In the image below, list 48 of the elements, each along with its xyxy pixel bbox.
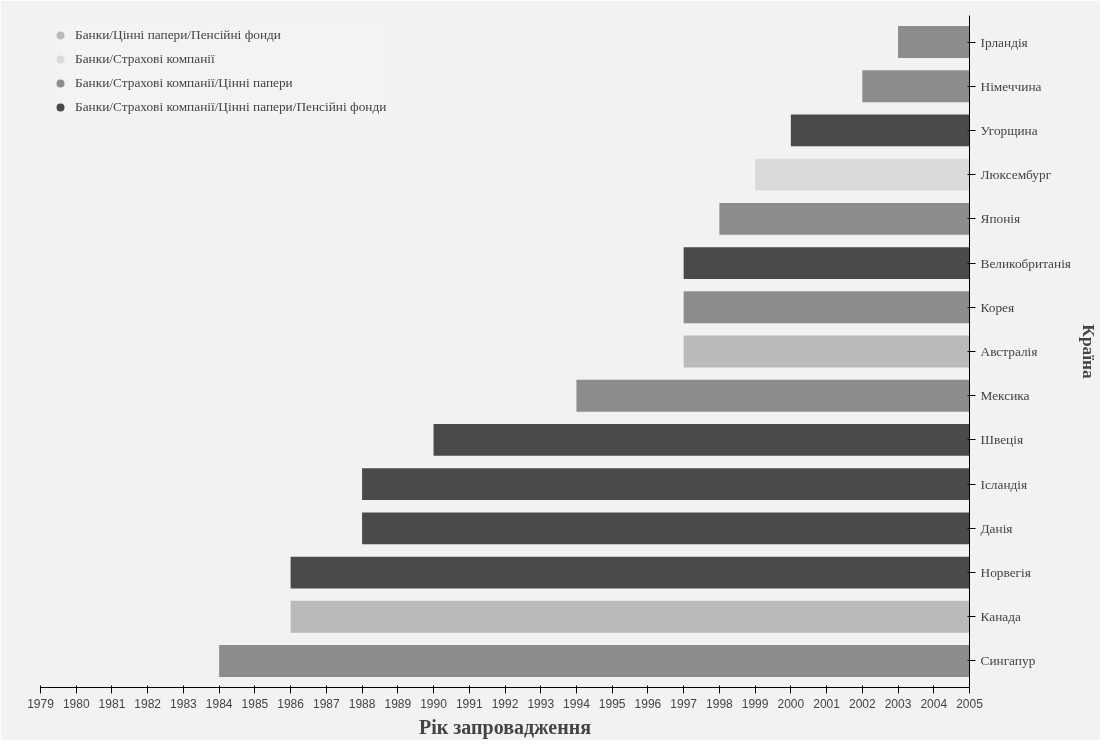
x-tick-label: 2004 — [920, 696, 948, 711]
y-tick-label: Великобританія — [980, 255, 1071, 271]
legend-label: Банки/Цінні папери/Пенсійні фонди — [75, 27, 282, 43]
x-tick-label: 1979 — [27, 696, 55, 711]
x-tick-label: 1984 — [205, 696, 233, 711]
x-tick-label: 1995 — [598, 696, 626, 711]
x-tick-label: 1982 — [134, 696, 162, 711]
y-tick-label: Мексика — [980, 388, 1030, 404]
x-tick-label: 1985 — [241, 696, 269, 711]
y-tick-label: Сингапур — [980, 653, 1036, 669]
y-tick-label: Швеція — [980, 432, 1024, 448]
x-tick-label: 2001 — [813, 696, 841, 711]
x-tick-label: 1999 — [741, 696, 769, 711]
x-tick-label: 1989 — [384, 696, 412, 711]
x-tick-label: 1994 — [563, 696, 591, 711]
legend-label: Банки/Страхові компанії — [75, 51, 215, 67]
y-tick-label: Ірландія — [980, 34, 1028, 50]
y-tick-label: Угорщина — [980, 122, 1038, 138]
x-tick-label: 1990 — [420, 696, 448, 711]
y-tick-label: Канада — [980, 609, 1021, 625]
y-tick-label: Німеччина — [980, 78, 1042, 94]
x-tick-label: 1981 — [98, 696, 126, 711]
x-tick-label: 2003 — [884, 696, 912, 711]
x-tick-label: 2005 — [956, 696, 984, 711]
x-tick-label: 1993 — [527, 696, 555, 711]
y-tick-label: Люксембург — [980, 167, 1052, 183]
y-tick-label: Данія — [980, 520, 1013, 536]
x-tick-label: 1980 — [62, 696, 90, 711]
x-tick-label: 1997 — [670, 696, 698, 711]
x-tick-label: 1991 — [455, 696, 483, 711]
x-tick-label: 1986 — [277, 696, 305, 711]
x-tick-label: 1992 — [491, 696, 519, 711]
x-tick-label: 1998 — [706, 696, 734, 711]
legend-label: Банки/Страхові компанії/Цінні папери — [75, 75, 293, 91]
y-tick-label: Австралія — [980, 344, 1038, 359]
y-axis-title: Країна — [1079, 324, 1098, 379]
x-tick-label: 1996 — [634, 696, 662, 711]
x-tick-label: 1988 — [348, 696, 376, 711]
y-tick-label: Японія — [980, 211, 1021, 227]
x-tick-label: 2000 — [777, 696, 805, 711]
y-tick-label: Норвегія — [980, 565, 1031, 581]
y-tick-label: Корея — [980, 299, 1015, 315]
legend-label: Банки/Страхові компанії/Цінні папери/Пенсійні фонди — [75, 99, 387, 115]
x-tick-label: 1987 — [313, 696, 341, 711]
y-tick-label: Ісландія — [980, 476, 1028, 492]
x-tick-label: 1983 — [170, 696, 198, 711]
x-tick-label: 2002 — [848, 696, 876, 711]
x-axis-title: Рік запровадження — [418, 715, 592, 739]
